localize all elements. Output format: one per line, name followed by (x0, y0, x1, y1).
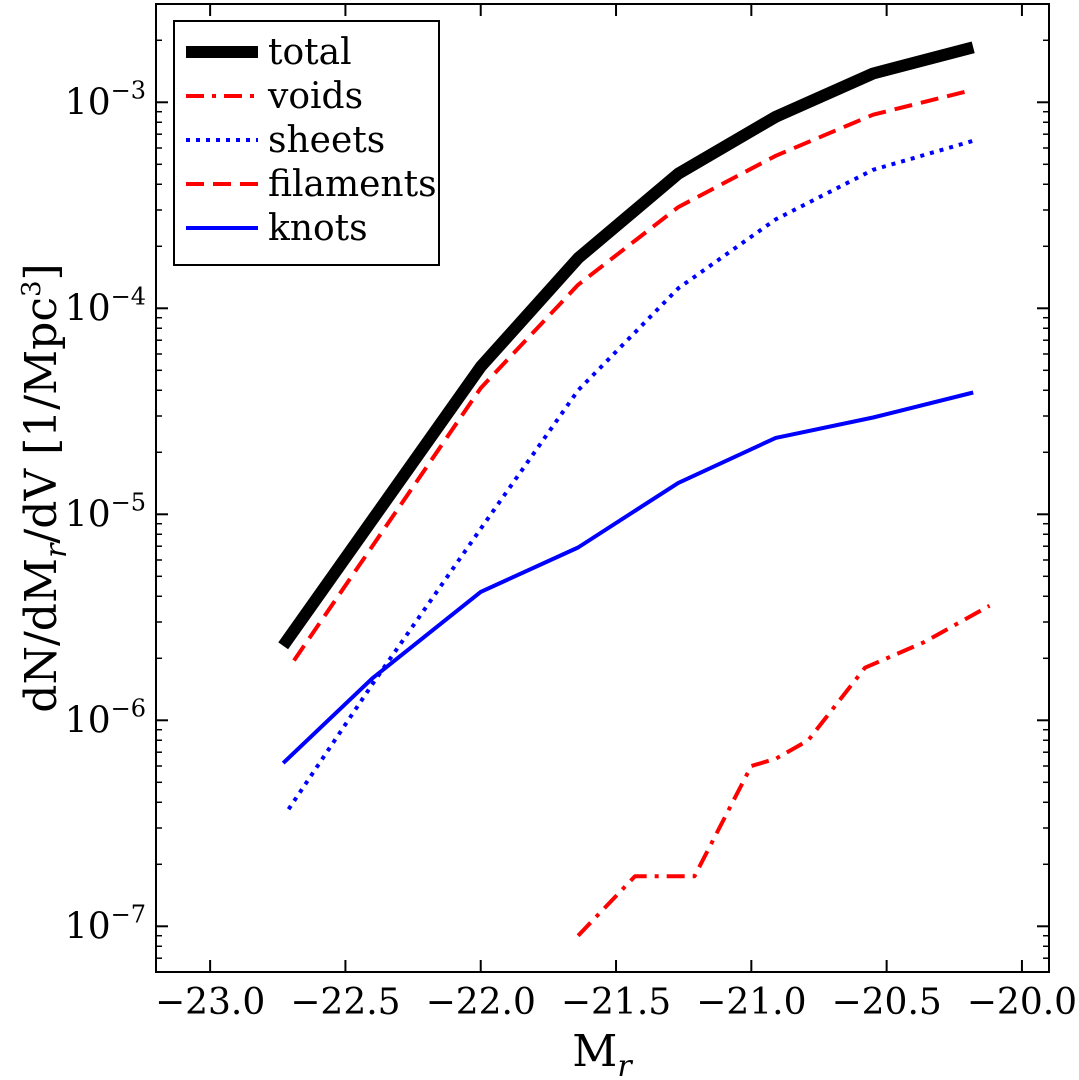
x-tick-label: −21.0 (696, 982, 806, 1023)
y-axis-label: dN/dMr/dV [1/Mpc3] (16, 263, 74, 712)
legend-label-sheets: sheets (268, 120, 385, 161)
x-tick-label: −22.5 (290, 982, 400, 1023)
y-tick-labels: 10−7 10−6 10−5 10−4 10−3 (65, 76, 146, 947)
series-line-filaments (292, 87, 974, 662)
x-axis-label: Mr (572, 1026, 633, 1080)
x-tick-label: −23.0 (155, 982, 265, 1023)
series-line-voids (576, 603, 991, 938)
legend-label-voids: voids (267, 76, 363, 117)
ticks-layer (156, 3, 1049, 973)
x-tick-labels: −23.0 −22.5 −22.0 −21.5 −21.0 −20.5 −20.0 (155, 982, 1077, 1023)
series-line-knots (281, 390, 974, 765)
series-layer (278, 41, 991, 938)
x-tick-label: −21.5 (561, 982, 671, 1023)
plot-frame (155, 3, 1050, 973)
y-tick-label: 10−3 (65, 76, 146, 123)
series-line-total (278, 41, 975, 650)
legend-label-total: total (268, 32, 352, 73)
x-tick-label: −20.5 (831, 982, 941, 1023)
y-tick-label: 10−6 (65, 694, 146, 741)
x-tick-label: −20.0 (967, 982, 1077, 1023)
y-tick-label: 10−4 (65, 282, 146, 329)
y-tick-label: 10−5 (65, 488, 146, 535)
x-tick-label: −22.0 (426, 982, 536, 1023)
legend-label-knots: knots (268, 208, 368, 249)
y-tick-label: 10−7 (65, 900, 146, 947)
legend-label-filaments: filaments (268, 164, 437, 205)
legend-frame (173, 20, 440, 266)
series-line-sheets (286, 138, 974, 811)
